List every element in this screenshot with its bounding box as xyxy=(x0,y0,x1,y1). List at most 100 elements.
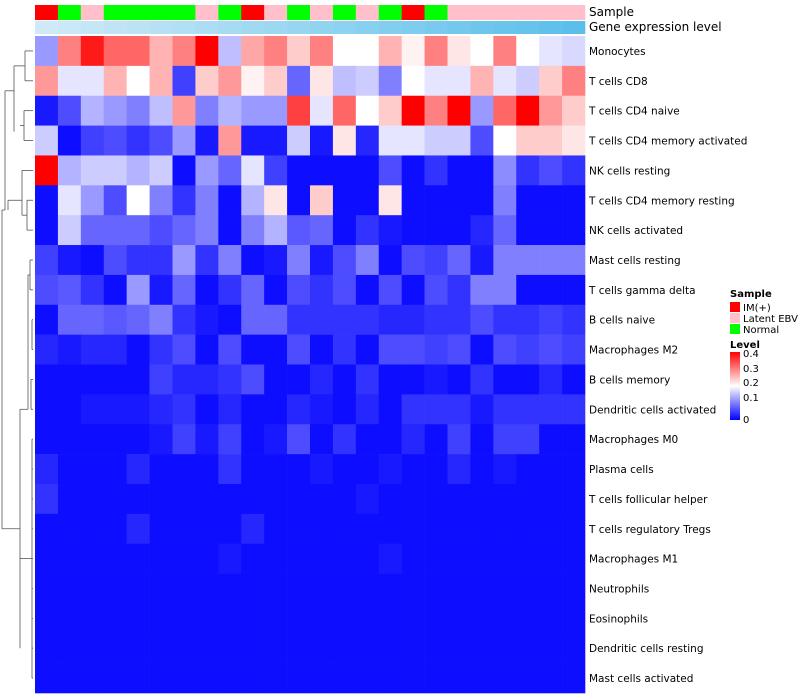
heatmap-cell xyxy=(310,394,334,425)
heatmap-cell xyxy=(562,95,586,126)
heatmap-cell xyxy=(172,304,196,335)
gene-expression-annotation-cell xyxy=(447,21,471,34)
heatmap-cell xyxy=(447,543,471,574)
heatmap-cell xyxy=(310,603,334,634)
heatmap-cell xyxy=(493,513,517,544)
heatmap-cell xyxy=(310,573,334,604)
heatmap-cell xyxy=(218,454,242,485)
heatmap-cell xyxy=(80,36,105,67)
heatmap-cell xyxy=(562,334,586,365)
heatmap-cell xyxy=(218,663,242,694)
heatmap-cell xyxy=(562,513,586,544)
heatmap-cell xyxy=(218,543,242,574)
heatmap-cell xyxy=(195,394,219,425)
heatmap-cell xyxy=(149,215,173,246)
heatmap-cell xyxy=(241,125,265,156)
heatmap-cell xyxy=(493,185,517,216)
heatmap-cell xyxy=(218,36,242,67)
heatmap-cell xyxy=(195,663,219,694)
heatmap-cell xyxy=(80,573,105,604)
row-label: T cells CD8 xyxy=(588,76,648,88)
heatmap-cell xyxy=(539,304,563,335)
heatmap-cell xyxy=(149,454,173,485)
heatmap-cell xyxy=(172,215,196,246)
heatmap-cell xyxy=(516,185,540,216)
heatmap-cell xyxy=(516,245,540,276)
heatmap-cell xyxy=(424,274,448,306)
heatmap-cell xyxy=(539,215,563,246)
gene-expression-annotation-cell xyxy=(470,21,494,34)
heatmap-cell xyxy=(310,483,334,515)
legend-swatch-normal xyxy=(730,324,740,334)
row-label: NK cells activated xyxy=(589,225,683,237)
heatmap-cell xyxy=(516,304,540,335)
heatmap-cell xyxy=(103,125,127,156)
heatmap-cell xyxy=(287,95,311,126)
heatmap-cell xyxy=(424,245,448,276)
heatmap-cell xyxy=(149,95,173,126)
heatmap-cell xyxy=(470,65,494,97)
heatmap-cell xyxy=(172,95,196,126)
sample-annotation-cell xyxy=(562,5,586,20)
heatmap-cell xyxy=(103,65,127,97)
heatmap-cell xyxy=(539,394,563,425)
heatmap-cell xyxy=(470,573,494,604)
heatmap-cell xyxy=(264,304,288,335)
heatmap-cell xyxy=(57,95,82,126)
heatmap-cell xyxy=(149,334,173,365)
heatmap-cell xyxy=(126,334,150,365)
heatmap-cell xyxy=(332,155,357,186)
heatmap-cell xyxy=(218,155,242,186)
sample-annotation-cell xyxy=(539,5,563,20)
heatmap-cell xyxy=(378,573,402,604)
heatmap-cell xyxy=(332,245,357,276)
heatmap-cell xyxy=(80,274,105,306)
heatmap-cell xyxy=(172,454,196,485)
heatmap-cell xyxy=(539,245,563,276)
heatmap-cell xyxy=(516,394,540,425)
heatmap-cell xyxy=(57,483,82,515)
heatmap-cell xyxy=(149,513,173,544)
heatmap-cell xyxy=(355,483,380,515)
sample-annotation-cell xyxy=(172,5,196,20)
sample-annotation-track xyxy=(35,5,586,20)
heatmap-cell xyxy=(218,215,242,246)
heatmap-cell xyxy=(355,573,380,604)
heatmap-cell xyxy=(80,185,105,216)
heatmap-cell xyxy=(401,334,425,365)
heatmap-cell xyxy=(539,603,563,634)
gene-expression-annotation-cell xyxy=(424,21,448,34)
heatmap-cell xyxy=(218,125,242,156)
heatmap-cell xyxy=(539,155,563,186)
heatmap-cell xyxy=(332,274,357,306)
heatmap-cell xyxy=(378,513,402,544)
heatmap-cell xyxy=(195,215,219,246)
heatmap-cell xyxy=(149,155,173,186)
heatmap-cell xyxy=(447,633,471,664)
heatmap-cell xyxy=(424,454,448,485)
gene-expression-annotation-cell xyxy=(562,21,586,34)
heatmap-cell xyxy=(264,95,288,126)
row-label: Neutrophils xyxy=(589,583,649,595)
heatmap-cell xyxy=(149,483,173,515)
heatmap-cell xyxy=(378,245,402,276)
heatmap-cell xyxy=(126,513,150,544)
heatmap-cell xyxy=(493,274,517,306)
heatmap-cell xyxy=(80,394,105,425)
heatmap-cell xyxy=(264,394,288,425)
heatmap-cell xyxy=(218,304,242,335)
heatmap-cell xyxy=(195,125,219,156)
heatmap-cell xyxy=(355,334,380,365)
heatmap-cell xyxy=(562,65,586,97)
heatmap-cell xyxy=(35,364,59,395)
heatmap-cell xyxy=(80,95,105,126)
heatmap-cell xyxy=(470,95,494,126)
heatmap-cell xyxy=(310,424,334,455)
heatmap-cell xyxy=(310,334,334,365)
heatmap-cell xyxy=(401,274,425,306)
heatmap-cell xyxy=(355,245,380,276)
heatmap-cell xyxy=(493,483,517,515)
row-dendrogram xyxy=(1,50,33,679)
heatmap-cell xyxy=(218,65,242,97)
heatmap-cell xyxy=(172,573,196,604)
